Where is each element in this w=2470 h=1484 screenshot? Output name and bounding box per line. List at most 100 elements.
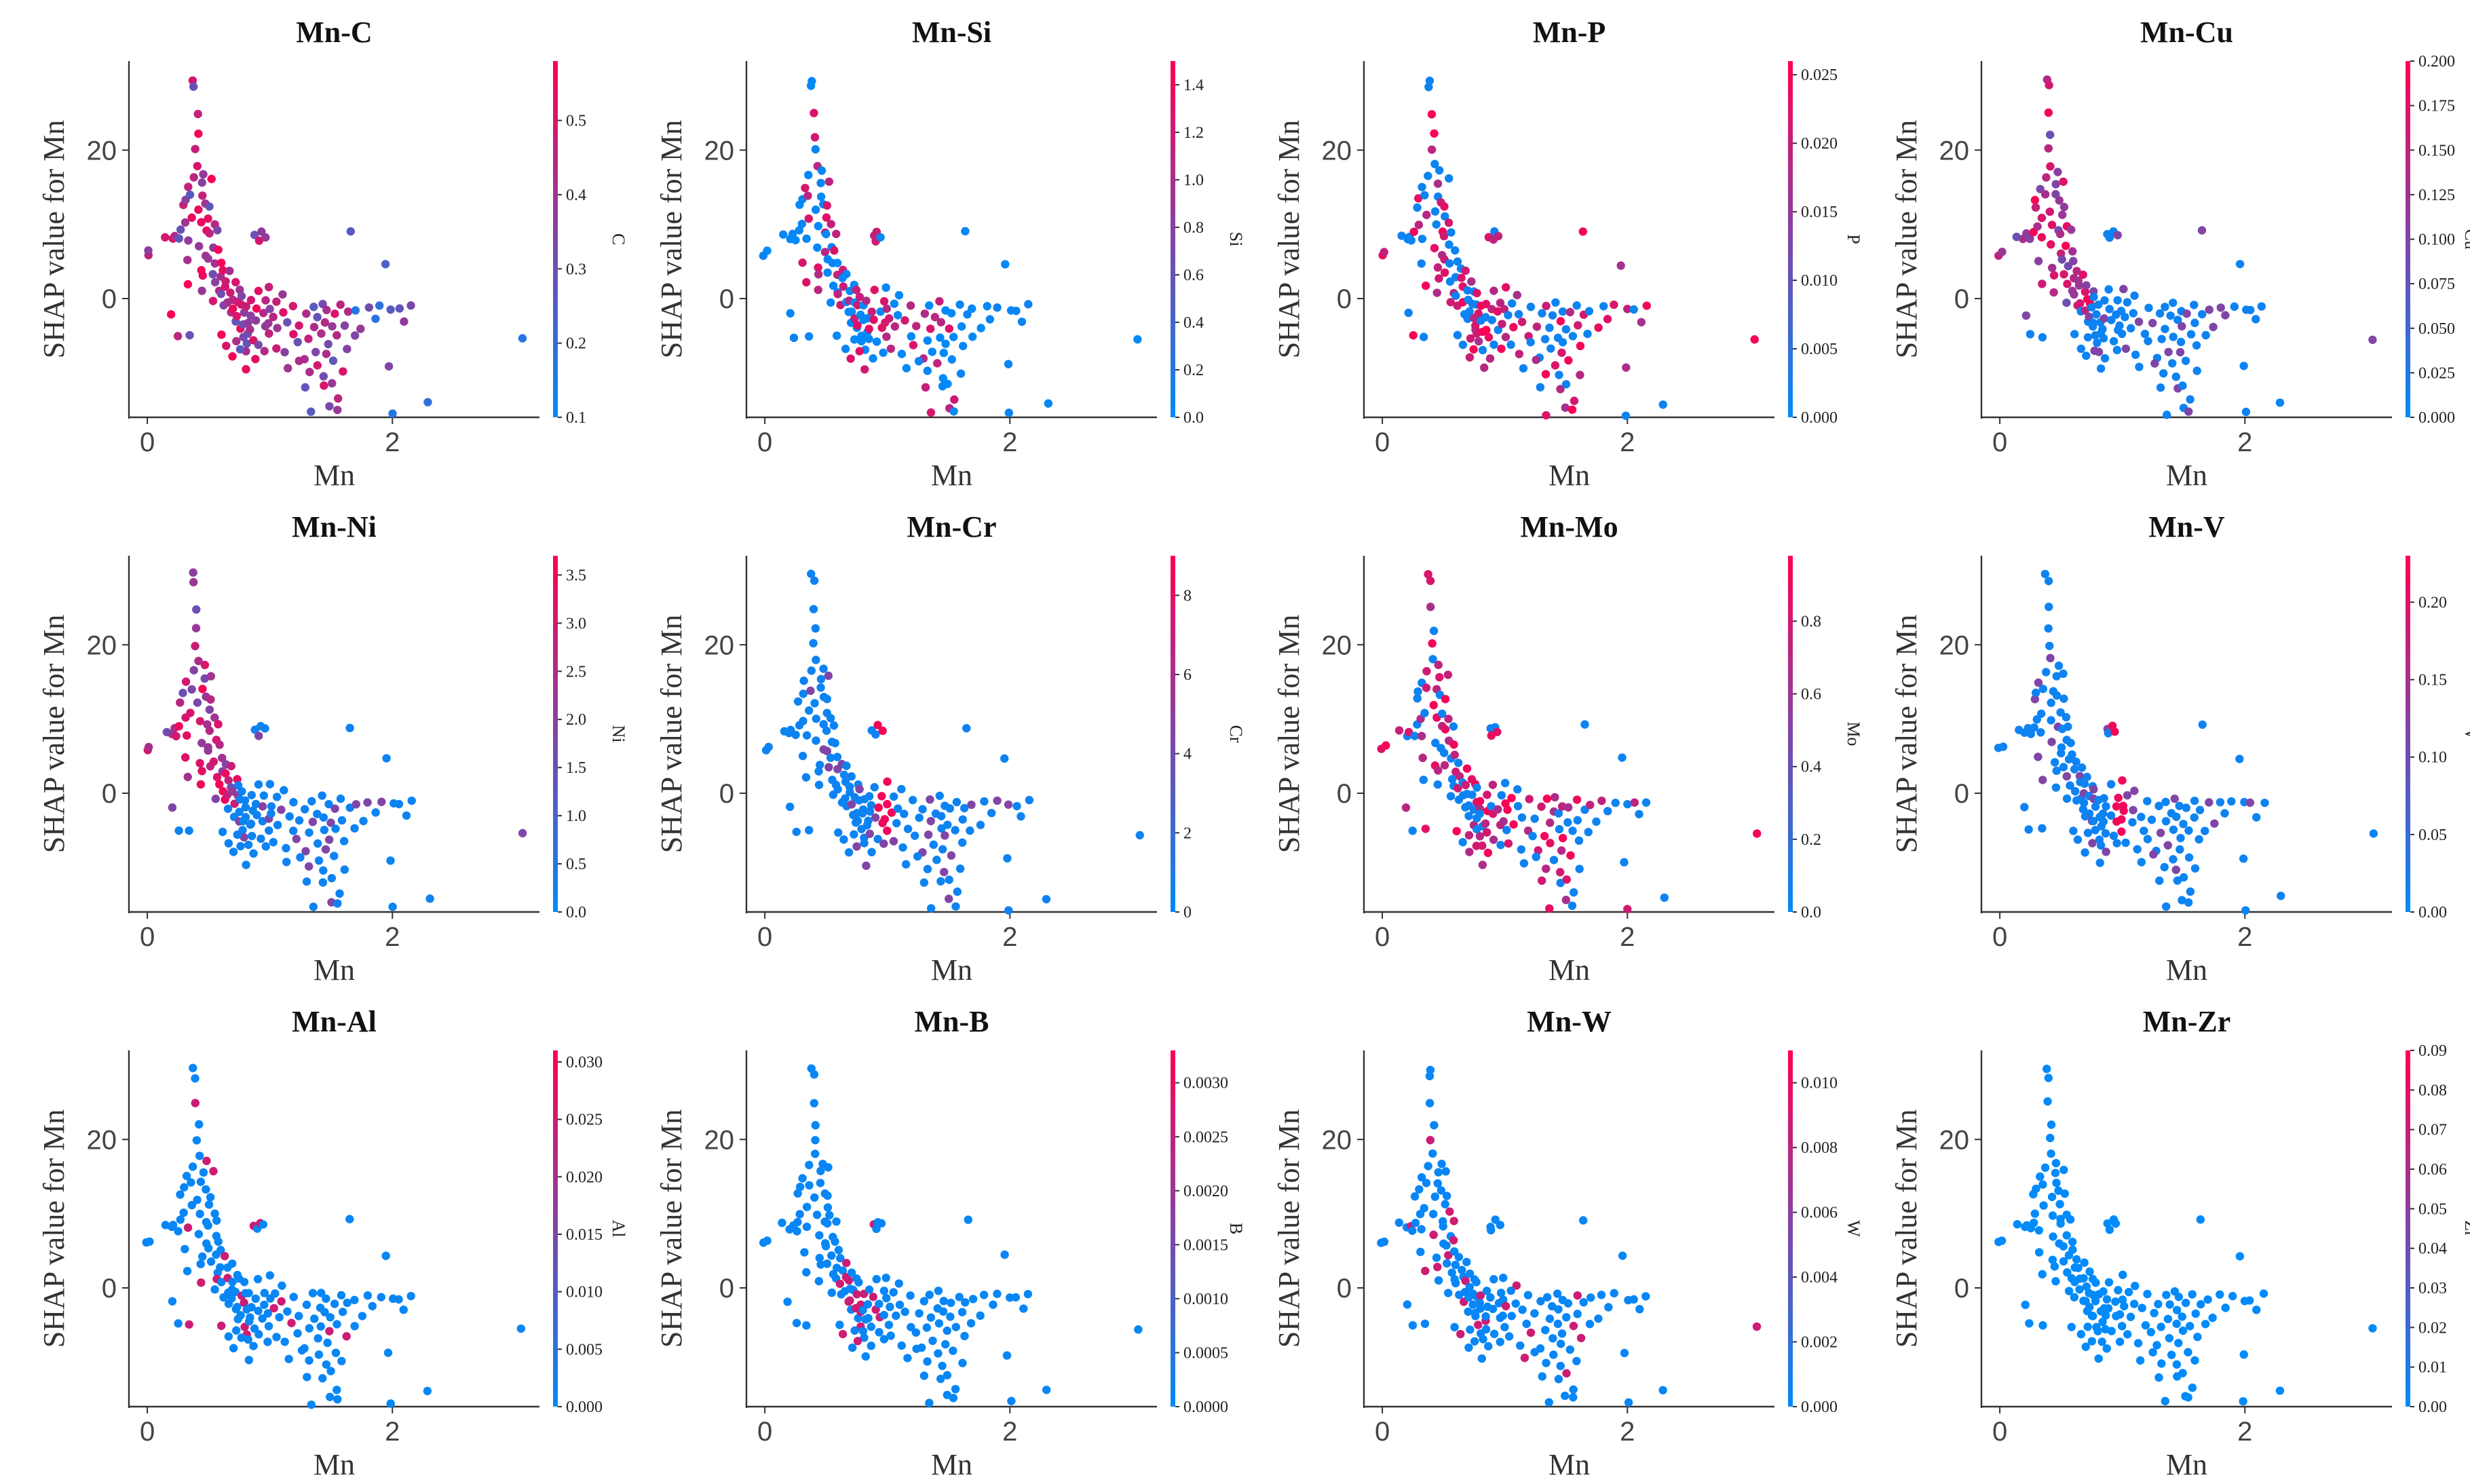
data-point bbox=[879, 297, 889, 306]
data-point bbox=[976, 324, 985, 332]
data-point bbox=[345, 1215, 354, 1223]
data-point bbox=[308, 818, 318, 826]
data-point bbox=[305, 828, 314, 837]
data-point bbox=[2076, 344, 2086, 354]
data-point bbox=[280, 786, 288, 795]
data-point bbox=[339, 837, 349, 845]
data-point bbox=[253, 1274, 263, 1284]
data-point bbox=[2148, 318, 2157, 328]
data-point bbox=[907, 1323, 915, 1332]
data-point bbox=[1610, 1289, 1618, 1298]
data-point bbox=[881, 283, 890, 292]
data-point bbox=[1485, 354, 1495, 363]
y-axis-label: SHAP value for Mn bbox=[655, 120, 688, 359]
data-point bbox=[197, 218, 206, 227]
data-point bbox=[261, 296, 270, 305]
data-point bbox=[1604, 1303, 1613, 1312]
data-point bbox=[822, 1259, 832, 1268]
data-point bbox=[2074, 1263, 2083, 1272]
data-point bbox=[2176, 833, 2185, 843]
data-point bbox=[1561, 1391, 1570, 1401]
data-point bbox=[246, 1313, 254, 1322]
data-point bbox=[1496, 841, 1505, 850]
data-point bbox=[209, 1166, 218, 1176]
data-point bbox=[810, 576, 819, 585]
data-point bbox=[834, 1246, 843, 1255]
data-point bbox=[1635, 1305, 1644, 1314]
data-point bbox=[1501, 283, 1510, 292]
data-point bbox=[337, 1356, 346, 1366]
data-point bbox=[934, 1319, 944, 1328]
data-point bbox=[254, 286, 263, 295]
data-point bbox=[820, 248, 830, 256]
data-point bbox=[240, 1323, 249, 1331]
data-point bbox=[2048, 1255, 2057, 1264]
data-point bbox=[1410, 731, 1420, 740]
data-point bbox=[894, 290, 904, 300]
data-point bbox=[358, 1312, 367, 1320]
data-point bbox=[1444, 1251, 1453, 1260]
data-point bbox=[858, 1327, 868, 1336]
data-point bbox=[1494, 326, 1502, 335]
data-point bbox=[2089, 785, 2098, 794]
data-point bbox=[811, 1136, 820, 1145]
data-point bbox=[283, 1307, 292, 1316]
data-point bbox=[218, 753, 227, 763]
data-point bbox=[936, 812, 946, 820]
data-point bbox=[2099, 1287, 2108, 1296]
data-point bbox=[1494, 805, 1502, 814]
data-point bbox=[1998, 742, 2008, 751]
data-point bbox=[2275, 398, 2285, 407]
data-point bbox=[278, 290, 287, 299]
data-point bbox=[860, 365, 869, 374]
data-point bbox=[254, 1330, 263, 1339]
data-point bbox=[336, 300, 345, 309]
data-point bbox=[1483, 828, 1492, 837]
data-point bbox=[2079, 798, 2089, 807]
data-point bbox=[2053, 168, 2062, 176]
data-point bbox=[1511, 1299, 1520, 1308]
colorbar-label: Cr bbox=[1226, 725, 1246, 743]
data-point bbox=[1622, 363, 1631, 372]
data-point bbox=[307, 407, 316, 416]
data-point bbox=[316, 1322, 325, 1331]
data-point bbox=[1441, 725, 1450, 734]
data-point bbox=[1519, 859, 1529, 868]
data-point bbox=[2123, 1330, 2132, 1339]
scatter-points bbox=[761, 569, 1144, 915]
data-point bbox=[1557, 1329, 1567, 1338]
data-point bbox=[827, 1251, 836, 1260]
data-point bbox=[838, 1329, 848, 1339]
data-point bbox=[1503, 805, 1512, 814]
data-point bbox=[2040, 569, 2050, 579]
data-point bbox=[879, 1310, 888, 1320]
data-point bbox=[2176, 347, 2185, 357]
data-point bbox=[2021, 311, 2031, 320]
data-point bbox=[897, 784, 906, 794]
data-point bbox=[2040, 190, 2050, 199]
x-tick-label: 0 bbox=[140, 922, 155, 952]
y-tick-label: 20 bbox=[87, 1125, 117, 1155]
x-tick-label: 0 bbox=[1992, 427, 2007, 457]
data-point bbox=[938, 1307, 948, 1316]
data-point bbox=[2210, 819, 2219, 828]
data-point bbox=[282, 843, 290, 853]
data-point bbox=[1537, 876, 1546, 886]
data-point bbox=[246, 325, 254, 334]
data-point bbox=[807, 569, 816, 578]
data-point bbox=[1409, 330, 1418, 340]
chart-panel-mn-w: Mn-W 0 2 0 20 Mn SHAP value for Mn 0.000 0.002 0.… bbox=[1235, 989, 1863, 1484]
data-point bbox=[1487, 316, 1496, 324]
data-point bbox=[1564, 356, 1573, 365]
data-point bbox=[1434, 274, 1443, 283]
colorbar-tick-label: 0.025 bbox=[566, 1111, 603, 1129]
colorbar-label: C bbox=[609, 233, 628, 245]
data-point bbox=[1546, 839, 1555, 848]
data-point bbox=[206, 1193, 215, 1202]
data-point bbox=[1517, 318, 1527, 326]
data-point bbox=[2069, 826, 2078, 835]
data-point bbox=[833, 753, 842, 761]
data-point bbox=[1003, 854, 1012, 863]
data-point bbox=[2163, 411, 2171, 419]
